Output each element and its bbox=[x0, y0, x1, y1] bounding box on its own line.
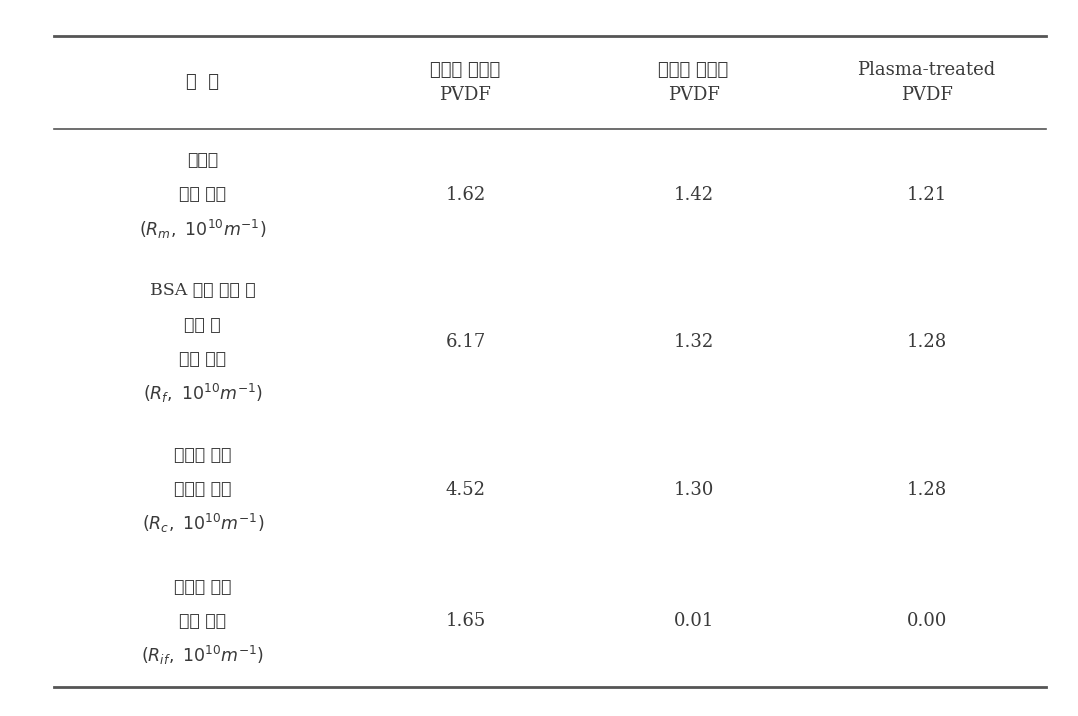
Text: 오염 저항: 오염 저항 bbox=[179, 613, 226, 630]
Text: 고유 저항: 고유 저항 bbox=[179, 186, 226, 203]
Text: BSA 용액 투과 시: BSA 용액 투과 시 bbox=[150, 282, 255, 299]
Text: $(R_f,\ 10^{10}m^{-1})$: $(R_f,\ 10^{10}m^{-1})$ bbox=[142, 382, 263, 405]
Text: 전체 막: 전체 막 bbox=[184, 316, 221, 334]
Text: 케익층 저항: 케익층 저항 bbox=[174, 481, 232, 498]
Text: 상업용 친수성
PVDF: 상업용 친수성 PVDF bbox=[659, 61, 729, 104]
Text: 1.32: 1.32 bbox=[674, 333, 714, 351]
Text: 분리막: 분리막 bbox=[188, 152, 218, 169]
Text: Plasma-treated
PVDF: Plasma-treated PVDF bbox=[857, 61, 996, 104]
Text: 구  분: 구 분 bbox=[186, 73, 219, 92]
Text: 1.42: 1.42 bbox=[674, 186, 714, 204]
Text: 1.28: 1.28 bbox=[907, 333, 946, 351]
Text: 1.65: 1.65 bbox=[445, 612, 485, 630]
Text: 오염 저항: 오염 저항 bbox=[179, 351, 226, 368]
Text: 1.21: 1.21 bbox=[907, 186, 946, 204]
Text: 분리막 표면: 분리막 표면 bbox=[174, 447, 232, 464]
Text: 분리막 내부: 분리막 내부 bbox=[174, 579, 232, 596]
Text: 4.52: 4.52 bbox=[445, 480, 485, 498]
Text: 6.17: 6.17 bbox=[445, 333, 485, 351]
Text: 1.62: 1.62 bbox=[445, 186, 485, 204]
Text: 1.30: 1.30 bbox=[674, 480, 714, 498]
Text: 0.01: 0.01 bbox=[674, 612, 714, 630]
Text: 1.28: 1.28 bbox=[907, 480, 946, 498]
Text: 상업용 소수성
PVDF: 상업용 소수성 PVDF bbox=[430, 61, 500, 104]
Text: $(R_m,\ 10^{10}m^{-1})$: $(R_m,\ 10^{10}m^{-1})$ bbox=[139, 218, 266, 241]
Text: 0.00: 0.00 bbox=[907, 612, 946, 630]
Text: $(R_{if},\ 10^{10}m^{-1})$: $(R_{if},\ 10^{10}m^{-1})$ bbox=[141, 644, 264, 667]
Text: $(R_c,\ 10^{10}m^{-1})$: $(R_c,\ 10^{10}m^{-1})$ bbox=[141, 513, 264, 536]
